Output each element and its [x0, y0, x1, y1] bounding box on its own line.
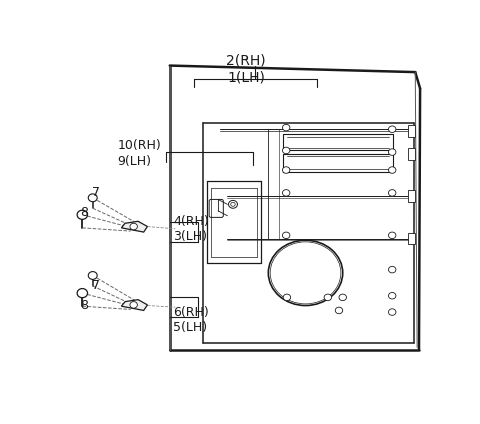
Circle shape: [283, 294, 290, 301]
Circle shape: [388, 266, 396, 273]
Circle shape: [130, 301, 137, 308]
Circle shape: [388, 293, 396, 299]
Circle shape: [282, 147, 290, 154]
Text: 4(RH)
3(LH): 4(RH) 3(LH): [173, 215, 209, 243]
Circle shape: [388, 167, 396, 173]
Polygon shape: [121, 221, 147, 232]
Circle shape: [282, 232, 290, 239]
Circle shape: [388, 190, 396, 196]
Text: 8: 8: [81, 299, 88, 312]
Bar: [408, 125, 415, 137]
Circle shape: [88, 194, 97, 202]
Circle shape: [282, 124, 290, 131]
Circle shape: [324, 294, 332, 301]
Circle shape: [388, 232, 396, 239]
Bar: [408, 233, 415, 245]
Circle shape: [130, 223, 137, 230]
Circle shape: [88, 272, 97, 279]
Circle shape: [77, 289, 87, 298]
Circle shape: [282, 167, 290, 173]
Circle shape: [388, 126, 396, 132]
Circle shape: [335, 307, 343, 314]
Text: 2(RH)
1(LH): 2(RH) 1(LH): [226, 53, 266, 84]
Circle shape: [339, 294, 347, 301]
Circle shape: [388, 149, 396, 155]
Text: 7: 7: [92, 187, 100, 199]
Text: 8: 8: [81, 206, 88, 219]
Circle shape: [77, 210, 87, 219]
Polygon shape: [121, 300, 147, 310]
Circle shape: [388, 309, 396, 315]
Text: 6(RH)
5(LH): 6(RH) 5(LH): [173, 306, 209, 335]
Circle shape: [282, 190, 290, 196]
Text: 7: 7: [92, 279, 100, 293]
Text: 10(RH)
9(LH): 10(RH) 9(LH): [118, 139, 161, 168]
Bar: [408, 148, 415, 159]
Bar: [408, 190, 415, 202]
